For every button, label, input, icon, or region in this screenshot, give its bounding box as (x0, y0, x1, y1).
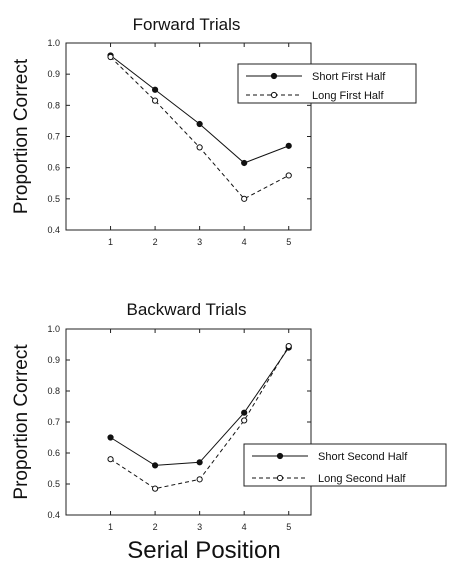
data-point-s1-x4 (241, 159, 248, 167)
y-tick-label: 0.8 (47, 386, 60, 396)
y-tick-label: 0.7 (47, 132, 60, 142)
x-axis-label: Serial Position (127, 537, 280, 563)
chart-title: Backward Trials (127, 300, 247, 319)
chart-panel-2: Backward Trials Proportion Correct 0.4 0.5 0… (11, 300, 447, 532)
y-tick-label: 0.8 (47, 100, 60, 110)
data-point-s1-x3 (196, 120, 203, 128)
legend-box (237, 63, 417, 104)
x-tick-label: 4 (242, 237, 247, 247)
data-point-s1-x1 (107, 434, 114, 441)
data-point-s2-x1 (107, 53, 114, 61)
y-tick-label: 0.5 (47, 194, 60, 204)
data-point-s1-x2 (151, 462, 159, 469)
y-tick-label: 0.5 (47, 479, 60, 489)
data-point-s2-x2 (151, 485, 159, 492)
data-point-s1-x2 (151, 86, 159, 93)
data-point-s1-x4 (241, 409, 248, 416)
y-tick-label: 0.9 (47, 355, 60, 365)
y-tick-label: 0.6 (47, 163, 60, 173)
y-tick-label: 0.7 (47, 417, 60, 427)
data-point-s2-x5 (285, 342, 292, 350)
data-point-s2-x3 (196, 144, 203, 151)
y-tick-label: 0.4 (47, 225, 60, 235)
x-tick-label: 4 (242, 522, 247, 532)
x-tick-label: 3 (197, 237, 202, 247)
chart-panel-1: Forward Trials Proportion Correct 0.4 0.5 0.… (11, 15, 417, 247)
x-tick-label: 5 (286, 237, 291, 247)
x-tick-label: 5 (286, 522, 291, 532)
y-tick-label: 1.0 (47, 324, 60, 334)
data-point-s1-x5 (285, 142, 292, 149)
x-tick-label: 2 (153, 522, 158, 532)
y-tick-label: 0.4 (47, 510, 60, 520)
data-point-s2-x4 (241, 195, 248, 202)
plot-frame (65, 328, 312, 516)
y-tick-label: 1.0 (47, 38, 60, 48)
legend-swatch-marker-1 (270, 72, 278, 80)
data-point-s1-x3 (196, 459, 203, 466)
y-tick-label: 0.9 (47, 69, 60, 79)
legend-label-1: Short Second Half (318, 451, 408, 463)
y-axis-label: Proportion Correct (11, 344, 32, 500)
y-tick-label: 0.6 (47, 448, 60, 458)
y-axis-label: Proportion Correct (11, 58, 32, 214)
chart-title: Forward Trials (133, 15, 241, 34)
legend: Short First Half Long First Half (237, 63, 417, 104)
data-point-s2-x1 (107, 456, 114, 463)
legend-label-2: Long Second Half (318, 473, 406, 485)
legend: Short Second Half Long Second Half (243, 443, 447, 487)
data-point-s2-x5 (285, 172, 292, 179)
x-tick-label: 3 (197, 522, 202, 532)
data-point-s2-x2 (151, 97, 159, 104)
legend-swatch-marker-1 (276, 452, 284, 460)
legend-swatch-marker-2 (276, 474, 284, 482)
x-tick-label: 1 (108, 237, 113, 247)
x-tick-label: 2 (153, 237, 158, 247)
data-point-s2-x4 (241, 417, 248, 424)
legend-label-2: Long First Half (312, 90, 384, 102)
x-tick-label: 1 (108, 522, 113, 532)
legend-swatch-marker-2 (270, 91, 278, 99)
legend-label-1: Short First Half (312, 71, 386, 83)
data-point-s2-x3 (196, 476, 203, 483)
